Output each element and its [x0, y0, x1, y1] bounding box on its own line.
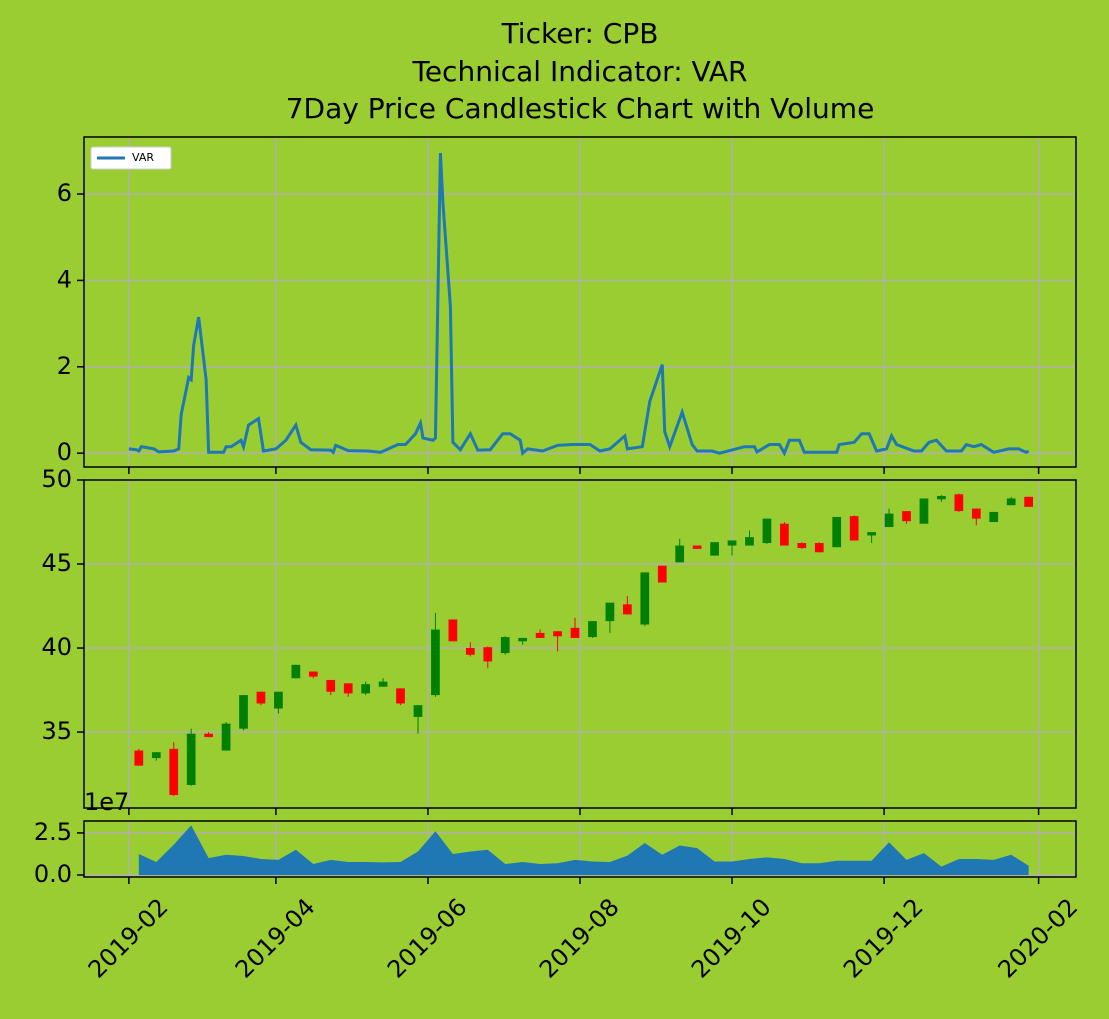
- candle-body: [919, 498, 929, 524]
- chart-title: Ticker: CPB: [501, 17, 659, 50]
- offset-label: 1e7: [84, 788, 129, 816]
- candle-body: [657, 565, 667, 583]
- y-tick-label: 2: [57, 352, 72, 380]
- candle-body: [971, 508, 981, 519]
- candle-body: [413, 705, 423, 717]
- y-tick-label: 40: [41, 633, 72, 661]
- candle-body: [535, 632, 545, 638]
- candle-body: [675, 545, 685, 563]
- candle-body: [937, 495, 946, 500]
- candle-body: [448, 619, 458, 642]
- legend-box: [90, 146, 172, 170]
- candle-body: [465, 648, 475, 655]
- candle-body: [169, 748, 179, 796]
- axes-frame: [83, 820, 1077, 878]
- candle-body: [343, 683, 353, 694]
- candle-body: [553, 631, 562, 637]
- candle-body: [727, 540, 737, 546]
- candle-body: [989, 511, 999, 523]
- candle-body: [605, 602, 615, 622]
- candle-body: [483, 647, 493, 662]
- candle-body: [692, 545, 702, 549]
- y-tick-label: 4: [57, 265, 72, 293]
- legend-label: VAR: [132, 151, 154, 164]
- candle-body: [849, 516, 859, 541]
- candle-body: [745, 537, 754, 546]
- candle-body: [151, 752, 161, 759]
- chart-title: 7Day Price Candlestick Chart with Volume: [286, 92, 875, 125]
- candle-body: [378, 681, 388, 687]
- candle-body: [361, 684, 371, 694]
- candle-body: [239, 695, 248, 729]
- candle-body: [884, 513, 894, 528]
- y-tick-label: 0.0: [34, 860, 72, 888]
- candle-body: [814, 543, 824, 553]
- candle-body: [221, 723, 231, 751]
- y-tick-label: 6: [57, 179, 72, 207]
- axes-frame: [83, 136, 1077, 468]
- y-tick-label: 0: [57, 438, 72, 466]
- area: [138, 825, 1029, 875]
- candle-body: [186, 733, 196, 785]
- line: [128, 152, 1030, 457]
- y-tick-label: 50: [41, 465, 72, 493]
- axes-frame: [83, 479, 1077, 809]
- chart-title: Technical Indicator: VAR: [411, 55, 747, 88]
- candle-body: [518, 637, 528, 642]
- candle-body: [256, 691, 266, 704]
- candle-body: [902, 511, 911, 522]
- candle-body: [1006, 498, 1016, 506]
- candle-body: [867, 532, 876, 536]
- candle-body: [588, 621, 597, 638]
- candle-body: [710, 542, 719, 556]
- candle-body: [832, 516, 842, 548]
- candle-body: [308, 671, 318, 677]
- candle-body: [396, 688, 405, 704]
- plot-area: [128, 152, 1030, 457]
- candle-body: [326, 679, 336, 692]
- candle-body: [134, 750, 144, 766]
- candle-body: [500, 637, 510, 654]
- candle-body: [431, 629, 440, 696]
- y-tick-label: 2.5: [34, 818, 72, 846]
- candle-body: [274, 691, 283, 709]
- y-tick-label: 35: [41, 717, 72, 745]
- candle-body: [762, 518, 772, 544]
- candle-body: [622, 604, 632, 615]
- candle-body: [204, 733, 213, 738]
- candle-body: [570, 627, 580, 638]
- y-tick-label: 45: [41, 549, 72, 577]
- plot-area: [134, 493, 1034, 796]
- candle-body: [1024, 496, 1034, 507]
- candle-body: [780, 523, 789, 546]
- candle-body: [797, 543, 807, 549]
- candle-body: [640, 572, 650, 625]
- candle-body: [954, 494, 964, 512]
- plot-area: [138, 825, 1029, 875]
- candle-body: [291, 664, 301, 679]
